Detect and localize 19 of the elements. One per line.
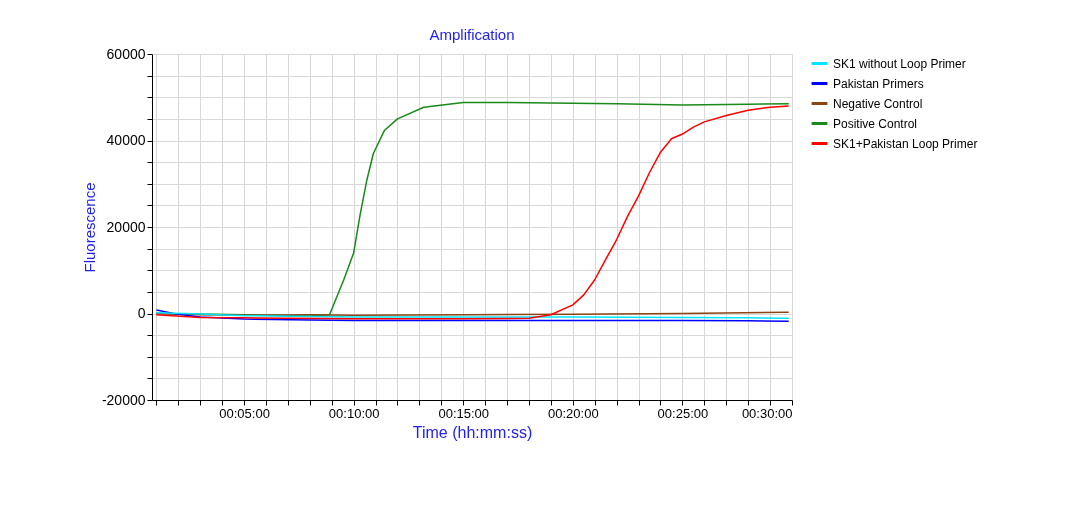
y-tick-label: 40000 xyxy=(106,132,146,148)
x-tick-label: 00:10:00 xyxy=(328,405,380,421)
legend-label: Positive Control xyxy=(833,116,918,131)
y-tick-label: 0 xyxy=(137,305,146,321)
y-tick-label: 60000 xyxy=(106,45,146,62)
chart-title: Amplification xyxy=(429,26,515,43)
x-tick-label: 00:05:00 xyxy=(219,405,270,421)
legend-label: Negative Control xyxy=(833,96,923,111)
x-tick-label: 00:25:00 xyxy=(657,405,709,421)
x-tick-label: 00:20:00 xyxy=(548,405,599,421)
legend-label: SK1 without Loop Primer xyxy=(833,56,966,71)
x-tick-label: 00:30:00 xyxy=(741,405,793,421)
legend-label: SK1+Pakistan Loop Primer xyxy=(833,136,978,151)
x-axis-title: Time (hh:mm:ss) xyxy=(412,423,533,441)
legend-label: Pakistan Primers xyxy=(833,76,924,91)
y-axis-title: Fluorescence xyxy=(80,182,98,273)
y-tick-label: -20000 xyxy=(101,391,146,408)
y-tick-label: 20000 xyxy=(106,218,146,235)
x-tick-label: 00:15:00 xyxy=(438,405,490,421)
